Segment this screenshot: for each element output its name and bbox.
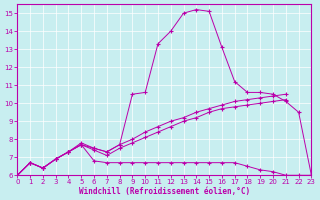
X-axis label: Windchill (Refroidissement éolien,°C): Windchill (Refroidissement éolien,°C): [79, 187, 250, 196]
